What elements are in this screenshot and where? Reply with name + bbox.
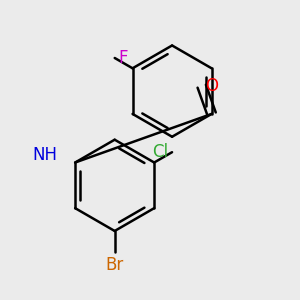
Text: Br: Br [106,256,124,274]
Text: Cl: Cl [152,143,169,161]
Text: NH: NH [32,146,58,164]
Text: O: O [205,77,218,95]
Text: F: F [118,49,128,67]
